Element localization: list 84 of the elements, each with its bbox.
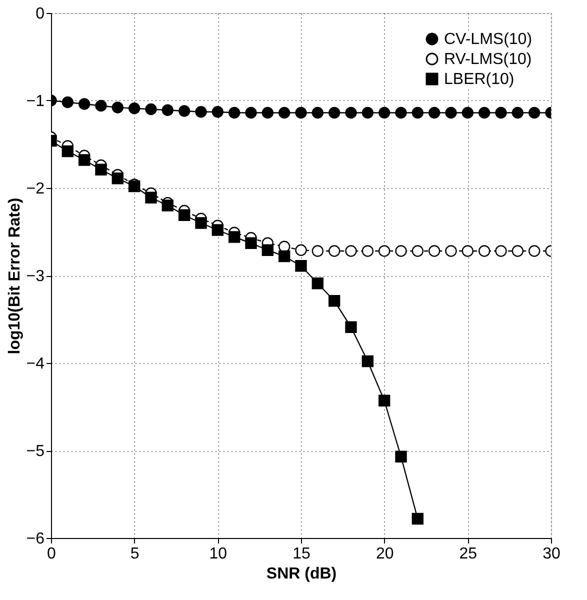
point <box>362 355 374 368</box>
point <box>412 245 424 257</box>
point <box>495 106 507 119</box>
point <box>312 278 324 290</box>
x-tick-label: 0 <box>47 546 56 562</box>
y-tick-label: −6 <box>26 530 45 548</box>
y-tick-label: −2 <box>26 180 45 198</box>
point <box>378 394 390 406</box>
point <box>378 245 390 257</box>
point <box>112 102 124 114</box>
y-tick-label: −3 <box>26 268 45 285</box>
point <box>478 106 490 119</box>
point <box>178 209 190 221</box>
point <box>395 245 407 257</box>
point <box>228 106 240 119</box>
point <box>378 106 390 119</box>
point <box>195 217 207 229</box>
point <box>95 164 107 176</box>
point <box>345 106 357 119</box>
point <box>262 106 274 119</box>
point <box>178 105 190 117</box>
point <box>362 106 374 119</box>
point <box>462 106 474 119</box>
point <box>312 245 324 257</box>
point <box>128 102 140 114</box>
x-axis-title: SNR (dB) <box>266 566 337 582</box>
point <box>78 98 90 110</box>
point <box>395 450 407 462</box>
legend-label: RV-LMS(10) <box>444 51 532 68</box>
point <box>328 106 340 119</box>
point <box>528 245 540 257</box>
point <box>145 192 157 204</box>
x-tick-label: 25 <box>459 546 478 562</box>
point <box>528 106 540 119</box>
point <box>328 245 340 257</box>
x-tick-label: 20 <box>376 546 394 562</box>
point <box>428 106 440 119</box>
point <box>245 106 257 119</box>
point <box>212 224 224 236</box>
y-tick-label: −1 <box>26 93 45 110</box>
point <box>445 106 457 119</box>
point <box>78 154 90 166</box>
point <box>395 106 407 119</box>
x-tick-label: 5 <box>130 546 140 562</box>
point <box>278 106 290 119</box>
point <box>512 245 524 257</box>
point <box>445 245 457 257</box>
y-tick-label: −5 <box>26 443 45 460</box>
point <box>412 106 424 119</box>
point <box>345 321 357 333</box>
point <box>295 106 307 119</box>
point <box>195 106 207 118</box>
legend-label: LBER(10) <box>444 71 514 88</box>
point <box>145 103 157 116</box>
point <box>295 244 307 256</box>
point <box>245 237 257 249</box>
point <box>295 260 307 272</box>
y-axis-title: log10(Bit Error Rate) <box>6 198 24 354</box>
point <box>362 245 374 257</box>
point <box>312 106 324 119</box>
point <box>228 231 240 243</box>
point <box>462 245 474 257</box>
point <box>428 245 440 257</box>
point <box>95 100 107 112</box>
x-tick-label: 30 <box>542 546 560 562</box>
x-tick-label: 10 <box>209 546 228 562</box>
point <box>345 245 357 257</box>
y-tick-label: −4 <box>26 356 45 372</box>
point <box>328 295 340 307</box>
point <box>512 106 524 119</box>
point <box>62 96 74 108</box>
point <box>262 244 274 256</box>
x-tick-label: 15 <box>292 546 310 562</box>
point <box>212 106 224 118</box>
point <box>478 245 490 257</box>
point <box>278 250 290 262</box>
point <box>412 512 424 525</box>
point <box>112 172 124 184</box>
point <box>495 245 507 257</box>
point <box>162 200 174 212</box>
legend-label: CV-LMS(10) <box>444 31 532 48</box>
y-tick-label: 0 <box>36 6 45 22</box>
point <box>162 104 174 116</box>
point <box>62 145 74 158</box>
